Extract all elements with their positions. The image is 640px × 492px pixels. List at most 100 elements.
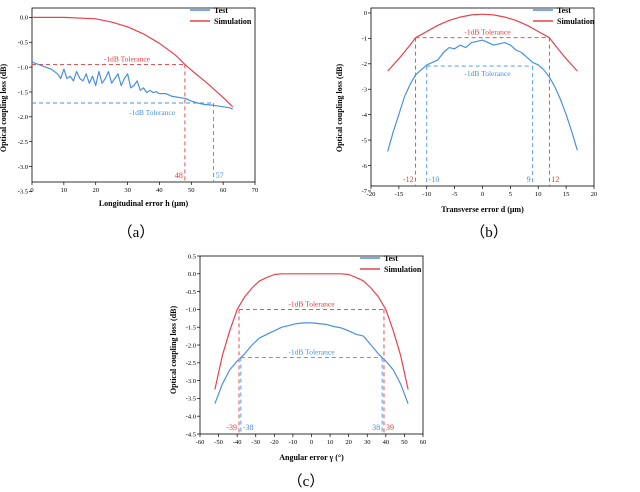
x-tick-label: -30 bbox=[251, 439, 260, 446]
series-line-simulation bbox=[387, 13, 578, 72]
y-tick-label: -1.0 bbox=[186, 307, 196, 314]
plot-frame bbox=[199, 255, 424, 435]
x-tick-label: 0 bbox=[481, 191, 484, 198]
x-tick-label: 60 bbox=[420, 439, 427, 446]
y-tick-label: -7 bbox=[362, 188, 368, 195]
y-tick-label: 0 bbox=[364, 10, 367, 17]
x-tick-label: 20 bbox=[591, 191, 598, 198]
y-tick-label: -0.5 bbox=[18, 40, 28, 47]
x-tick-label: 10 bbox=[61, 187, 68, 194]
y-tick-label: -3.0 bbox=[18, 164, 28, 171]
x-tick-label: 50 bbox=[401, 439, 408, 446]
y-tick-label: -1.5 bbox=[186, 325, 196, 332]
chart-panel-1: 0 10 20 30 40 50 60 70 0.0 -0.5 -1.0 -1.5 -2.0 -2.5 -3… bbox=[0, 6, 258, 241]
y-tick-label: -4.0 bbox=[186, 414, 196, 421]
series-line-test bbox=[387, 39, 578, 152]
tolerance-marker-left: -39 bbox=[226, 423, 237, 432]
x-tick-label: 50 bbox=[188, 187, 195, 194]
x-tick-label: -10 bbox=[289, 439, 298, 446]
x-tick-label: 5 bbox=[509, 191, 512, 198]
y-tick-label: -0.5 bbox=[186, 289, 196, 296]
tolerance-marker-right: 12 bbox=[551, 175, 559, 184]
y-tick-label: 0.0 bbox=[188, 271, 196, 278]
y-tick-label: -2.5 bbox=[186, 360, 196, 367]
legend-label: Simulation bbox=[214, 17, 252, 26]
y-tick-label: -3.5 bbox=[186, 396, 196, 403]
x-tick-label: 10 bbox=[535, 191, 542, 198]
series-line-test bbox=[31, 61, 233, 110]
y-axis-label: Optical coupling loss (dB) bbox=[169, 306, 178, 395]
y-tick-label: 0.5 bbox=[188, 253, 196, 260]
tolerance-marker-right: 9 bbox=[527, 175, 531, 184]
y-tick-label: -5 bbox=[362, 137, 367, 144]
tolerance-label: -1dB Tolerance bbox=[464, 28, 511, 37]
y-tick-label: -2.0 bbox=[18, 114, 28, 121]
y-tick-label: -2.5 bbox=[18, 139, 28, 146]
tolerance-marker: 57 bbox=[216, 171, 224, 180]
x-tick-label: 20 bbox=[92, 187, 99, 194]
plot-frame bbox=[31, 7, 256, 183]
x-tick-label: -15 bbox=[395, 191, 404, 198]
tolerance-label: -1dB Tolerance bbox=[129, 108, 176, 117]
series-line-simulation bbox=[32, 16, 234, 108]
chart-panel-3: -60 -50 -40 -30 -20 -10 0 10 20 30 40 50 60 0.5 0.0 -0.… bbox=[169, 253, 426, 490]
y-tick-label: -1 bbox=[362, 36, 367, 43]
series-line-simulation bbox=[214, 273, 409, 390]
x-tick-label: 60 bbox=[220, 187, 227, 194]
tolerance-label: -1dB Tolerance bbox=[288, 347, 335, 356]
y-tick-label: -1.5 bbox=[18, 89, 28, 96]
x-tick-label: 15 bbox=[563, 191, 570, 198]
legend-label: Simulation bbox=[384, 265, 422, 274]
x-tick-label: -10 bbox=[422, 191, 431, 198]
series-line-test bbox=[214, 322, 409, 404]
legend-label: Test bbox=[384, 254, 398, 263]
x-tick-label: 20 bbox=[345, 439, 352, 446]
tolerance-marker-left: -10 bbox=[429, 175, 440, 184]
y-tick-label: -4 bbox=[362, 112, 368, 119]
x-tick-label: 30 bbox=[364, 439, 371, 446]
tolerance-marker-right: 39 bbox=[386, 423, 394, 432]
x-tick-label: 40 bbox=[383, 439, 390, 446]
tolerance-label: -1dB Tolerance bbox=[288, 299, 335, 308]
x-tick-label: 70 bbox=[252, 187, 259, 194]
x-tick-label: 40 bbox=[156, 187, 163, 194]
y-tick-label: -1.0 bbox=[18, 64, 28, 71]
legend-label: Simulation bbox=[557, 17, 595, 26]
tolerance-marker-right: 38 bbox=[372, 423, 380, 432]
y-tick-label: 0.0 bbox=[20, 15, 28, 22]
legend-label: Test bbox=[557, 6, 571, 15]
chart-panel-2: -20 -15 -10 -5 0 5 10 15 20 0 -1 -2 -3 -4 -5 -6 -7 Transv… bbox=[335, 6, 597, 241]
x-tick-label: -5 bbox=[452, 191, 457, 198]
x-axis-label: Transverse error d (μm) bbox=[441, 205, 524, 214]
y-tick-label: -3.5 bbox=[18, 189, 28, 196]
tolerance-label: -1dB Tolerance bbox=[464, 69, 511, 78]
y-axis-label: Optical coupling loss (dB) bbox=[335, 64, 344, 153]
panel-caption: （a） bbox=[118, 224, 155, 241]
y-tick-label: -2 bbox=[362, 61, 367, 68]
x-tick-label: 10 bbox=[327, 439, 334, 446]
x-axis-label: Angular error γ (°) bbox=[279, 453, 344, 462]
tolerance-marker-left: -38 bbox=[243, 423, 254, 432]
x-tick-label: -60 bbox=[196, 439, 205, 446]
x-tick-label: -20 bbox=[367, 191, 376, 198]
x-tick-label: 0 bbox=[310, 439, 313, 446]
y-tick-label: -3 bbox=[362, 87, 367, 94]
y-tick-label: -4.5 bbox=[186, 431, 196, 438]
tolerance-label: -1dB Tolerance bbox=[104, 54, 151, 63]
x-axis-label: Longitudinal error h (μm) bbox=[99, 199, 189, 208]
tolerance-marker-left: -12 bbox=[403, 175, 414, 184]
x-tick-label: -20 bbox=[270, 439, 279, 446]
x-tick-label: -40 bbox=[233, 439, 242, 446]
panel-caption: （b） bbox=[470, 224, 508, 241]
y-tick-label: -6 bbox=[362, 163, 368, 170]
y-tick-label: -3.0 bbox=[186, 378, 196, 385]
y-tick-label: -2.0 bbox=[186, 342, 196, 349]
y-axis-label: Optical coupling loss (dB) bbox=[0, 64, 8, 153]
panel-caption: （c） bbox=[288, 473, 325, 490]
x-tick-label: 30 bbox=[124, 187, 131, 194]
x-tick-label: 0 bbox=[30, 187, 33, 194]
x-tick-label: -50 bbox=[214, 439, 223, 446]
legend-label: Test bbox=[214, 6, 228, 15]
tolerance-marker: 48 bbox=[175, 171, 183, 180]
